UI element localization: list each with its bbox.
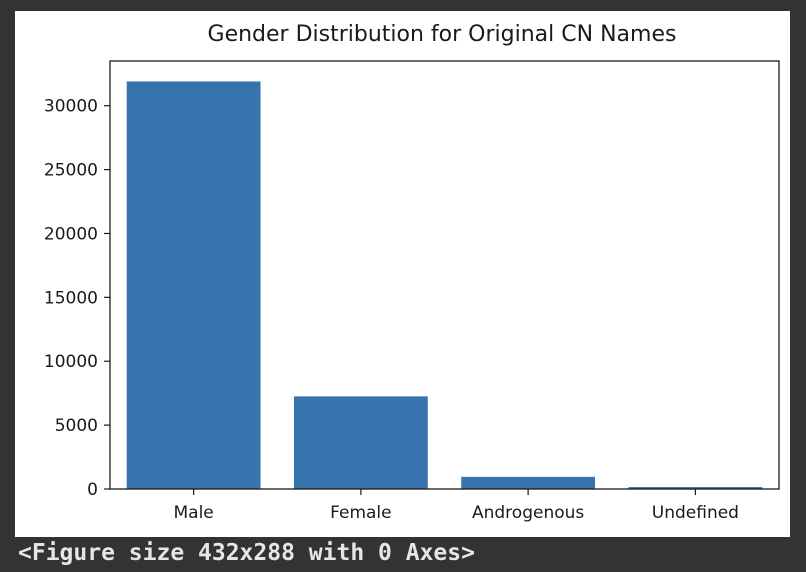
y-tick-label: 0 — [87, 480, 98, 500]
axes-layer: Male Female Androgenous Undefined 0 5000 10000… — [44, 60, 780, 523]
x-tick-label-undefined: Undefined — [652, 503, 739, 523]
figure-panel: Gender Distribution for Original CN Name… — [15, 11, 790, 537]
bar-male — [126, 81, 261, 489]
bar-undefined — [628, 487, 763, 489]
x-tick-label-androgenous: Androgenous — [472, 503, 584, 523]
bar-androgenous — [461, 476, 596, 489]
axes-frame — [109, 60, 780, 490]
chart-title: Gender Distribution for Original CN Name… — [208, 22, 677, 47]
y-tick-label: 5000 — [55, 416, 98, 436]
figure-size-output: <Figure size 432x288 with 0 Axes> — [18, 540, 475, 566]
y-tick-label: 10000 — [44, 352, 98, 372]
y-tick-label: 15000 — [44, 288, 98, 308]
y-tick-label: 25000 — [44, 161, 98, 181]
bar-chart: Gender Distribution for Original CN Name… — [44, 22, 780, 523]
y-tick-label: 20000 — [44, 224, 98, 244]
x-tick-label-female: Female — [330, 503, 391, 523]
bars-layer — [126, 81, 763, 489]
y-tick-label: 30000 — [44, 97, 98, 117]
bar-female — [293, 396, 428, 489]
x-tick-label-male: Male — [173, 503, 213, 523]
